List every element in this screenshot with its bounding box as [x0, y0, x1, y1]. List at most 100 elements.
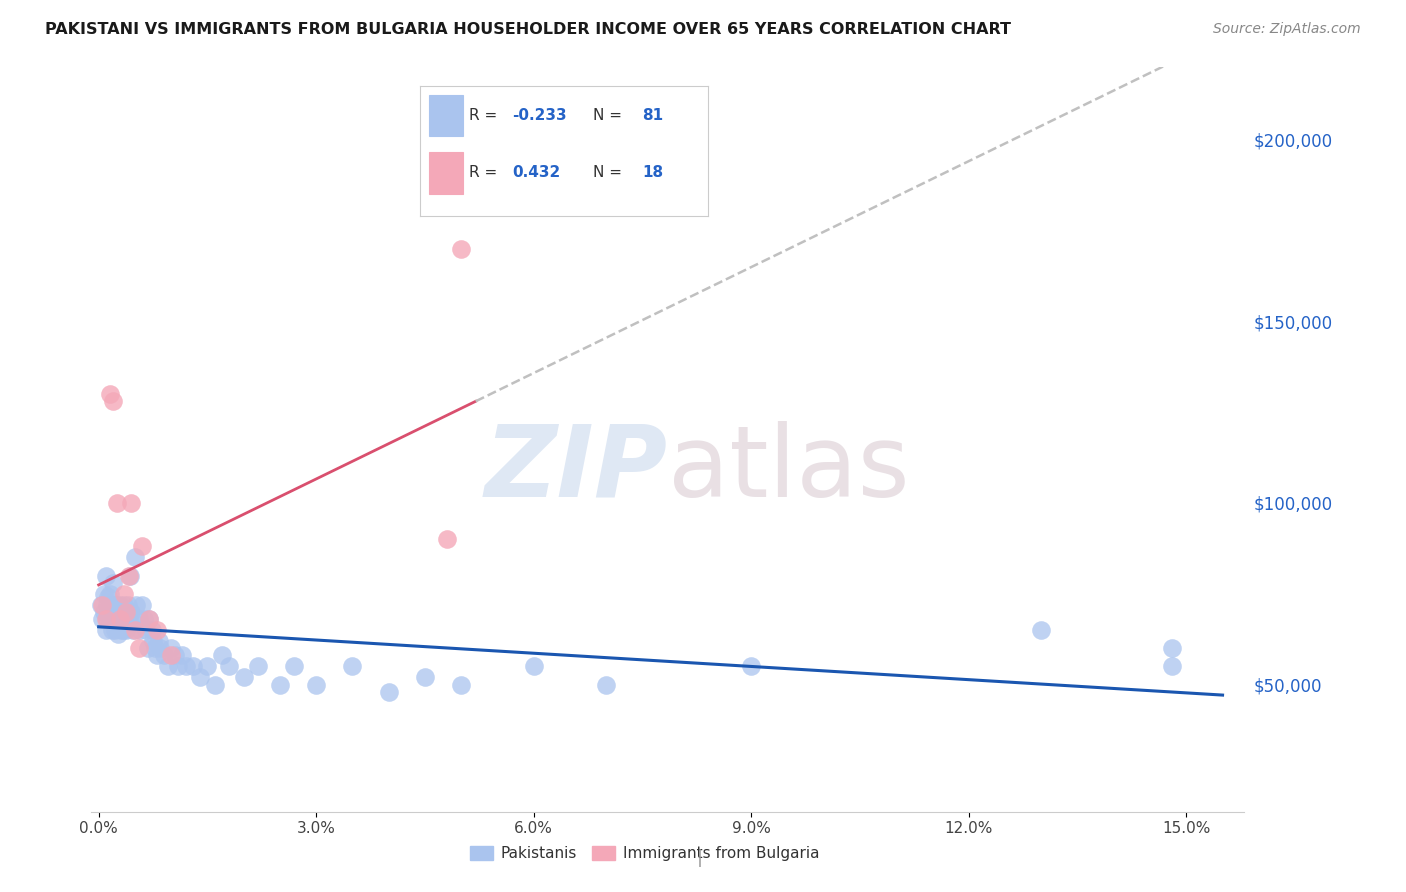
Point — [101, 394, 124, 409]
Point — [118, 568, 141, 582]
Point — [413, 670, 436, 684]
Legend: Pakistanis, Immigrants from Bulgaria: Pakistanis, Immigrants from Bulgaria — [464, 840, 825, 867]
Point — [342, 659, 364, 673]
Point — [595, 677, 617, 691]
Point — [129, 623, 152, 637]
Point — [740, 659, 762, 673]
Point — [188, 670, 211, 684]
Point — [128, 641, 150, 656]
Point — [97, 591, 120, 605]
Point — [149, 641, 172, 656]
Point — [247, 659, 270, 673]
Point — [450, 677, 472, 691]
Point — [170, 648, 193, 663]
Point — [1160, 641, 1182, 656]
Point — [105, 605, 128, 619]
Point — [211, 648, 233, 663]
Text: Source: ZipAtlas.com: Source: ZipAtlas.com — [1213, 22, 1361, 37]
Point — [93, 587, 115, 601]
Point — [125, 598, 148, 612]
Point — [105, 598, 128, 612]
Point — [118, 612, 141, 626]
Point — [98, 387, 121, 401]
Point — [96, 612, 118, 626]
Point — [118, 568, 141, 582]
Point — [138, 612, 160, 626]
Point — [112, 587, 135, 601]
Point — [110, 598, 132, 612]
Point — [283, 659, 305, 673]
Point — [94, 623, 117, 637]
Point — [105, 496, 128, 510]
Point — [108, 612, 131, 626]
Point — [131, 540, 153, 554]
Text: atlas: atlas — [668, 421, 910, 517]
Point — [115, 605, 138, 619]
Point — [112, 623, 135, 637]
Point — [124, 550, 146, 565]
Point — [167, 659, 190, 673]
Point — [131, 598, 153, 612]
Point — [111, 612, 134, 626]
Point — [153, 648, 176, 663]
Point — [94, 612, 117, 626]
Point — [197, 659, 219, 673]
Point — [100, 598, 122, 612]
Point — [120, 605, 142, 619]
Point — [96, 598, 118, 612]
Point — [104, 612, 127, 626]
Point — [377, 685, 399, 699]
Point — [142, 634, 165, 648]
Point — [100, 623, 122, 637]
Point — [1160, 659, 1182, 673]
Point — [107, 626, 129, 640]
Point — [141, 623, 163, 637]
Point — [91, 598, 114, 612]
Point — [436, 533, 458, 547]
Point — [110, 612, 132, 626]
Point — [112, 598, 135, 612]
Point — [114, 612, 136, 626]
Point — [156, 659, 179, 673]
Point — [269, 677, 291, 691]
Point — [124, 623, 146, 637]
Point — [117, 598, 139, 612]
Point — [104, 623, 127, 637]
Point — [135, 623, 157, 637]
Point — [138, 612, 160, 626]
Point — [143, 641, 166, 656]
Point — [218, 659, 240, 673]
Point — [305, 677, 328, 691]
Point — [145, 623, 167, 637]
Point — [101, 605, 124, 619]
Point — [163, 648, 186, 663]
Point — [204, 677, 226, 691]
Point — [174, 659, 197, 673]
Point — [128, 612, 150, 626]
Point — [160, 648, 183, 663]
Point — [160, 641, 183, 656]
Point — [107, 612, 129, 626]
Point — [121, 623, 143, 637]
Point — [103, 598, 125, 612]
Point — [145, 648, 167, 663]
Point — [108, 605, 131, 619]
Point — [450, 242, 472, 256]
Point — [93, 605, 115, 619]
Point — [181, 659, 204, 673]
Point — [98, 587, 121, 601]
Point — [148, 634, 170, 648]
Point — [101, 575, 124, 590]
Point — [94, 568, 117, 582]
Point — [97, 605, 120, 619]
Point — [120, 496, 142, 510]
Point — [523, 659, 546, 673]
Point — [1031, 623, 1053, 637]
Point — [98, 612, 121, 626]
Point — [111, 605, 134, 619]
Point — [136, 641, 159, 656]
Point — [91, 612, 114, 626]
Point — [134, 612, 156, 626]
Text: |: | — [697, 849, 703, 867]
Text: PAKISTANI VS IMMIGRANTS FROM BULGARIA HOUSEHOLDER INCOME OVER 65 YEARS CORRELATI: PAKISTANI VS IMMIGRANTS FROM BULGARIA HO… — [45, 22, 1011, 37]
